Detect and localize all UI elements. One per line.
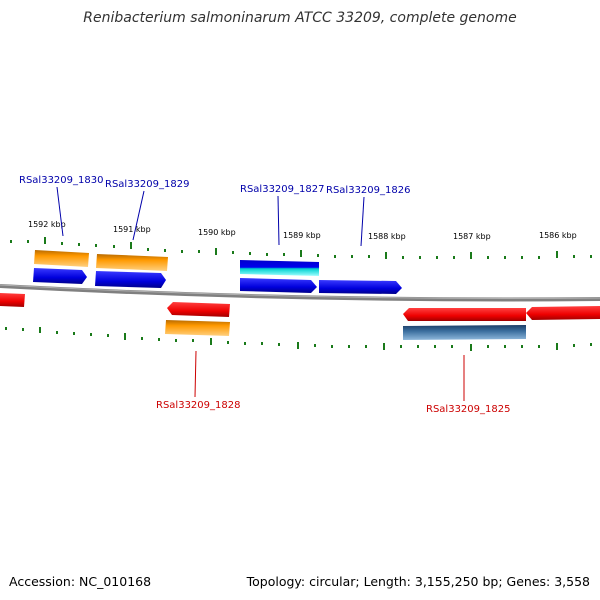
- genome-backbone-highlight: [0, 284, 600, 299]
- gene-label-1829[interactable]: RSal33209_1829: [105, 179, 189, 190]
- upper-tick-track: [10, 237, 592, 259]
- steel-feature-1825[interactable]: [403, 325, 526, 340]
- orange-feature-1830[interactable]: [34, 250, 89, 267]
- kbp-label-1589: 1589 kbp: [283, 231, 321, 240]
- gene-arrow-partial-right[interactable]: [526, 306, 600, 320]
- gene-label-1825[interactable]: RSal33209_1825: [426, 404, 510, 415]
- genome-stats-text: Topology: circular; Length: 3,155,250 bp…: [246, 574, 590, 589]
- kbp-label-1592: 1592 kbp: [28, 220, 66, 229]
- gene-label-1826[interactable]: RSal33209_1826: [326, 185, 410, 196]
- gene-arrow-partial-left[interactable]: [0, 293, 25, 307]
- kbp-label-1587: 1587 kbp: [453, 232, 491, 241]
- map-title: Renibacterium salmoninarum ATCC 33209, c…: [83, 10, 517, 26]
- leader-1829: [132, 190, 145, 241]
- gene-label-1828[interactable]: RSal33209_1828: [156, 400, 240, 411]
- label-leaders: [56, 186, 465, 401]
- leader-1830: [56, 186, 64, 237]
- gene-label-1830[interactable]: RSal33209_1830: [19, 175, 103, 186]
- orange-feature-1829[interactable]: [96, 254, 168, 271]
- kbp-label-1591: 1591 kbp: [113, 225, 151, 234]
- lower-tick-track: [5, 327, 592, 351]
- gene-arrow-1829[interactable]: [95, 271, 166, 288]
- kbp-label-1586: 1586 kbp: [539, 231, 577, 240]
- accession-text: Accession: NC_010168: [9, 574, 152, 589]
- orange-feature-1828[interactable]: [165, 320, 230, 336]
- leader-1828: [194, 350, 197, 398]
- leader-1827: [277, 195, 280, 246]
- gene-arrow-1828[interactable]: [167, 302, 230, 317]
- cyan-feature-1827[interactable]: [240, 260, 319, 276]
- kbp-label-1588: 1588 kbp: [368, 232, 406, 241]
- kbp-scale: 1592 kbp 1591 kbp 1590 kbp 1589 kbp 1588…: [28, 220, 577, 241]
- kbp-label-1590: 1590 kbp: [198, 228, 236, 237]
- gene-arrow-1827[interactable]: [240, 278, 317, 293]
- gene-arrow-1830[interactable]: [33, 268, 87, 284]
- gene-label-1827[interactable]: RSal33209_1827: [240, 184, 324, 195]
- gene-labels: RSal33209_1830 RSal33209_1829 RSal33209_…: [19, 175, 510, 415]
- genome-backbone: [0, 284, 600, 302]
- gene-arrow-1826[interactable]: [319, 280, 402, 294]
- leader-1826: [360, 196, 365, 247]
- gene-arrow-1825[interactable]: [403, 308, 526, 321]
